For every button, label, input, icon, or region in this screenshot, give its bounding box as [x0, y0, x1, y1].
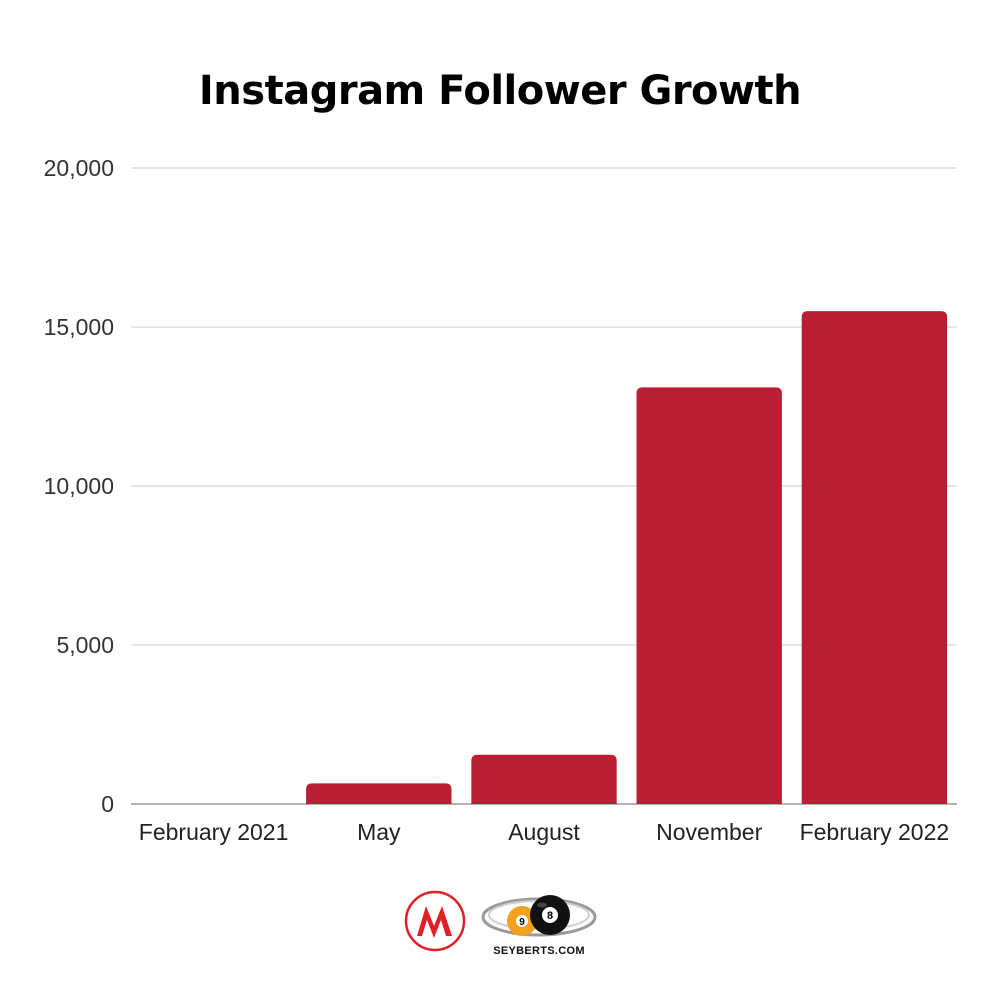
bar-4 — [801, 311, 948, 804]
x-axis-ticks: February 2021 May August November February 2… — [139, 819, 949, 845]
bars — [306, 311, 948, 804]
bar-2 — [471, 754, 617, 804]
y-tick-label: 15,000 — [44, 314, 114, 340]
x-tick-label: November — [656, 819, 762, 845]
seyberts-brand-text: SEYBERTS.COM — [493, 945, 585, 957]
y-axis-ticks: 0 5,000 10,000 15,000 20,000 — [44, 155, 114, 817]
chart-title: Instagram Follower Growth — [198, 68, 802, 114]
eight-ball-logo-icon: 9 8 — [481, 895, 597, 937]
y-tick-label: 10,000 — [44, 473, 114, 499]
svg-text:9: 9 — [519, 917, 525, 928]
y-tick-label: 5,000 — [56, 632, 114, 658]
svg-text:8: 8 — [547, 910, 553, 922]
bar-1 — [306, 783, 452, 804]
x-tick-label: May — [357, 819, 401, 845]
y-tick-label: 20,000 — [44, 155, 114, 181]
x-tick-label: February 2022 — [800, 819, 950, 845]
x-tick-label: August — [508, 819, 580, 845]
m-logo-icon — [404, 890, 466, 952]
bar-3 — [636, 387, 782, 804]
x-tick-label: February 2021 — [139, 819, 289, 845]
y-tick-label: 0 — [101, 791, 114, 817]
bar-chart: 0 5,000 10,000 15,000 20,000 February 2021 Ma… — [44, 155, 957, 845]
